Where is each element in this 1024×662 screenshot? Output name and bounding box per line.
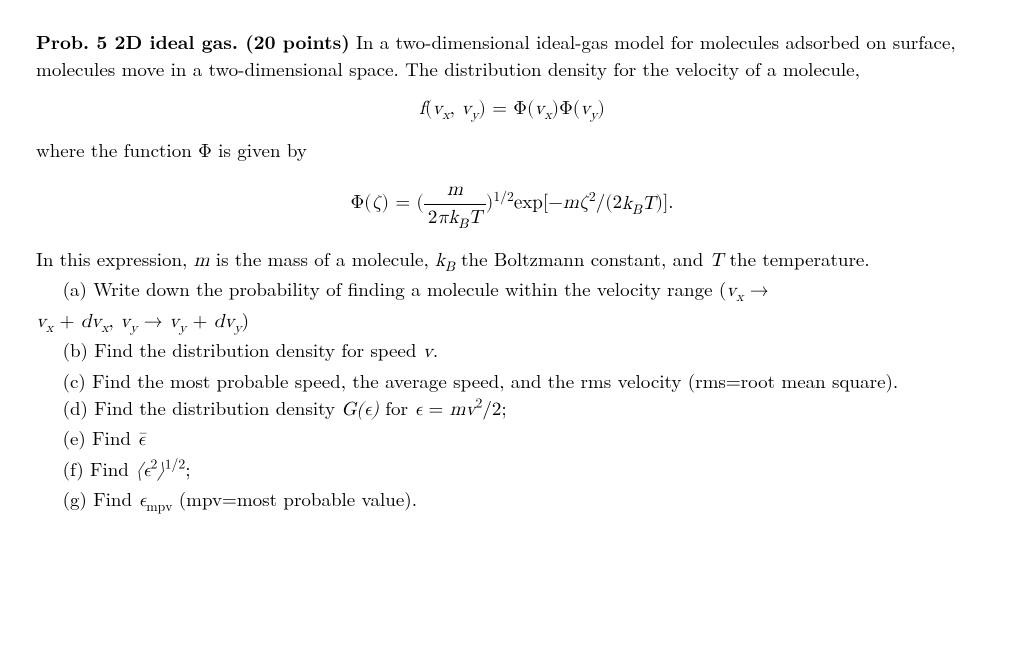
part-f: (f) Find ⟨ϵ2⟩1/2; bbox=[36, 456, 988, 485]
problem-title: Prob. 5 2D ideal gas. (20 points) bbox=[36, 27, 350, 55]
part-a-line1: (a) Write down the probability of findin… bbox=[36, 276, 988, 305]
part-c: (c) Find the most probable speed, the av… bbox=[36, 368, 988, 395]
intro-text-2: where the function Φ is given by bbox=[36, 137, 988, 164]
problem-intro: Prob. 5 2D ideal gas. (20 points) In a t… bbox=[36, 28, 988, 82]
part-e: (e) Find ϵ̄ bbox=[36, 425, 988, 454]
equation-2: Φ(ζ) = (m2πkBT)1/2exp[−mζ2/(2kBT)]. bbox=[36, 177, 988, 231]
part-b: (b) Find the distribution density for sp… bbox=[36, 337, 988, 366]
part-a-line2: vx + dvx, vy → vy + dvy) bbox=[36, 307, 988, 336]
part-d: (d) Find the distribution density G(ϵ) f… bbox=[36, 395, 988, 424]
intro-text-3: In this expression, m is the mass of a m… bbox=[36, 246, 988, 275]
equation-1: mf(vx, vy) = Φ(vx)Φ(vy) bbox=[36, 96, 988, 123]
part-g: (g) Find ϵmpv (mpv=most probable value). bbox=[36, 486, 988, 515]
